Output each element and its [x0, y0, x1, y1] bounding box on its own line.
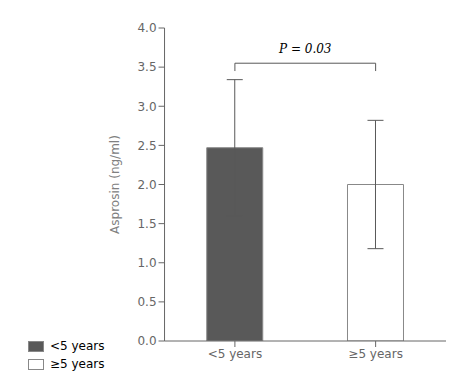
svg-text:2.0: 2.0 [137, 178, 156, 192]
html-text:≥5 years: ≥5 years [50, 357, 105, 371]
svg-text:2.5: 2.5 [137, 139, 156, 153]
svg-text:1.0: 1.0 [137, 256, 156, 270]
svg-text:≥5 years: ≥5 years [348, 347, 403, 361]
svg-text:3.5: 3.5 [137, 60, 156, 74]
svg-text:0.0: 0.0 [137, 334, 156, 348]
svg-text:<5 years: <5 years [208, 347, 263, 361]
html-text:<5 years: <5 years [50, 339, 105, 353]
svg-text:4.0: 4.0 [137, 21, 156, 35]
svg-text:0.5: 0.5 [137, 295, 156, 309]
svg-text:Asprosin (ng/ml): Asprosin (ng/ml) [108, 135, 122, 234]
svg-text:3.0: 3.0 [137, 100, 156, 114]
svg-text:1.5: 1.5 [137, 217, 156, 231]
svg-text:P = 0.03: P = 0.03 [278, 42, 332, 56]
